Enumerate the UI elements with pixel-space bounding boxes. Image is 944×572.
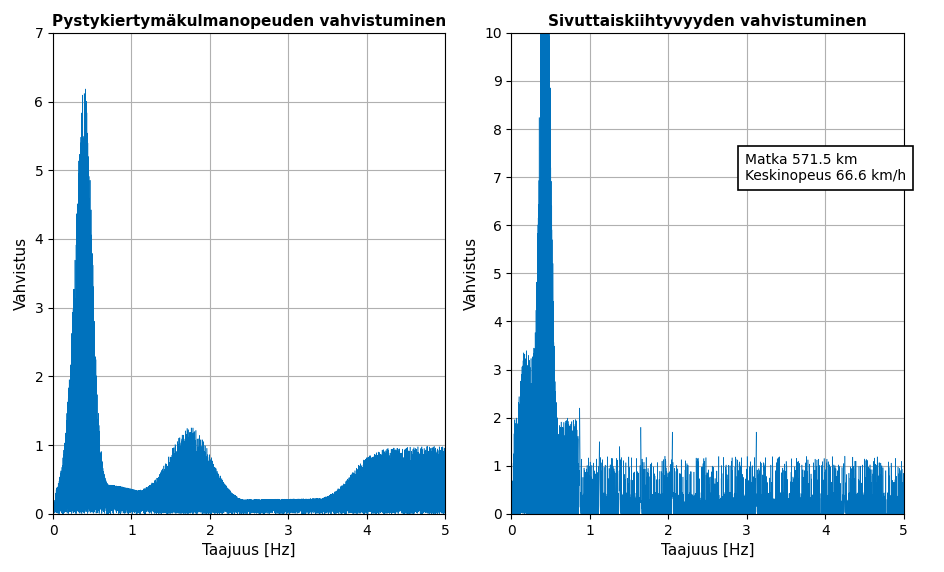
Text: Matka 571.5 km
Keskinopeus 66.6 km/h: Matka 571.5 km Keskinopeus 66.6 km/h — [745, 153, 906, 183]
Y-axis label: Vahvistus: Vahvistus — [14, 237, 29, 310]
Title: Pystykiertymäkulmanopeuden vahvistuminen: Pystykiertymäkulmanopeuden vahvistuminen — [52, 14, 447, 29]
Y-axis label: Vahvistus: Vahvistus — [464, 237, 479, 310]
Title: Sivuttaiskiihtyvyyden vahvistuminen: Sivuttaiskiihtyvyyden vahvistuminen — [548, 14, 867, 29]
X-axis label: Taajuus [Hz]: Taajuus [Hz] — [661, 543, 754, 558]
X-axis label: Taajuus [Hz]: Taajuus [Hz] — [202, 543, 295, 558]
